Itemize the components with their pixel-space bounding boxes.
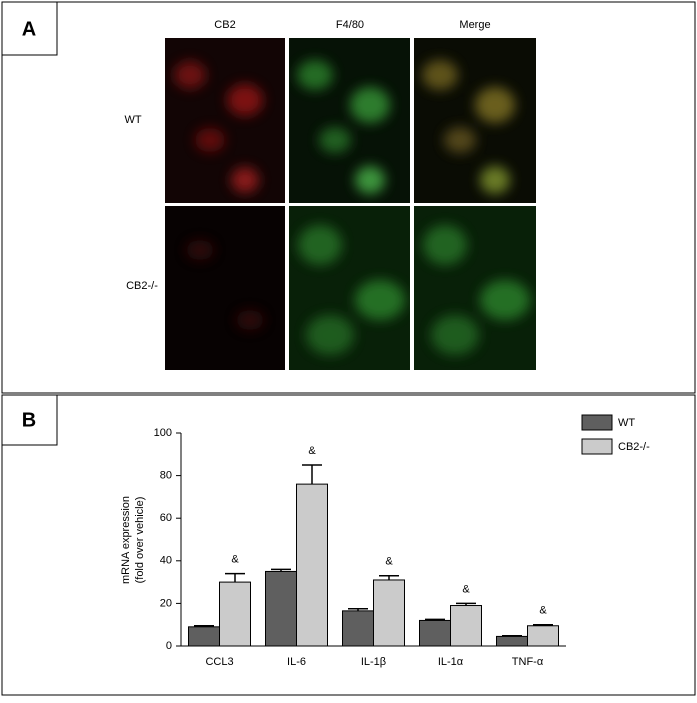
- panel-label: B: [22, 409, 36, 431]
- annotation: &: [231, 553, 239, 565]
- panel-a-frame: [1, 1, 696, 394]
- column-label: F4/80: [336, 19, 364, 31]
- panel-a-label-box: [1, 1, 58, 56]
- row-label: CB2-/-: [126, 280, 158, 292]
- legend-label: CB2-/-: [618, 441, 650, 453]
- legend-swatch: [581, 414, 613, 431]
- x-tick-label: IL-1α: [438, 656, 464, 668]
- bar: [342, 610, 374, 647]
- y-axis-label: (fold over vehicle): [134, 497, 146, 584]
- bar: [496, 635, 528, 647]
- legend-label: WT: [618, 417, 635, 429]
- annotation: &: [539, 605, 547, 617]
- x-tick-label: IL-6: [287, 656, 306, 668]
- annotation: &: [385, 556, 393, 568]
- x-tick-label: CCL3: [205, 656, 233, 668]
- column-label: Merge: [459, 19, 490, 31]
- annotation: &: [462, 583, 470, 595]
- bar: [373, 579, 405, 647]
- bar: [188, 626, 220, 647]
- y-tick-label: 60: [160, 512, 172, 524]
- x-tick-label: IL-1β: [361, 656, 386, 668]
- column-label: CB2: [214, 19, 235, 31]
- y-tick-label: 0: [166, 640, 172, 652]
- row-label: WT: [124, 114, 141, 126]
- x-tick-label: TNF-α: [512, 656, 544, 668]
- bar: [265, 570, 297, 647]
- micrographs: [165, 38, 536, 370]
- y-tick-label: 100: [154, 427, 172, 439]
- bar: [527, 625, 559, 647]
- bar: [296, 483, 328, 647]
- panel-label: A: [22, 18, 36, 40]
- bar: [450, 605, 482, 647]
- panel-b-frame: [1, 394, 696, 696]
- bar: [419, 619, 451, 647]
- bar: [219, 581, 251, 647]
- y-tick-label: 40: [160, 555, 172, 567]
- annotation: &: [308, 445, 316, 457]
- legend-swatch: [581, 438, 613, 455]
- panel-b-label-box: [1, 394, 58, 446]
- y-axis-label: mRNA expression: [120, 496, 132, 584]
- y-tick-label: 20: [160, 597, 172, 609]
- y-tick-label: 80: [160, 470, 172, 482]
